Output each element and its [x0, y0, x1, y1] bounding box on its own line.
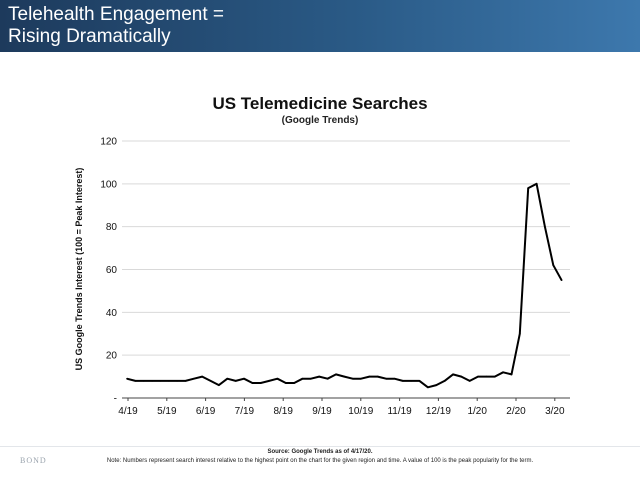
brand-logo: BOND: [20, 456, 47, 465]
x-tick-label: 10/19: [348, 406, 373, 417]
y-tick-label: 100: [100, 179, 117, 190]
y-tick-label: 60: [106, 265, 118, 276]
y-tick-label: 40: [106, 308, 118, 319]
footnote: Note: Numbers represent search interest …: [106, 458, 534, 464]
data-point: [151, 380, 153, 382]
data-point: [502, 371, 504, 374]
x-tick-label: 5/19: [157, 406, 177, 417]
data-point: [452, 373, 454, 376]
data-point: [243, 377, 245, 380]
data-point: [126, 377, 128, 380]
slide-title: Telehealth Engagement = Rising Dramatica…: [8, 4, 408, 48]
slide-title-line-1: Telehealth Engagement =: [8, 4, 225, 25]
data-point: [201, 375, 204, 378]
chart-subtitle: (Google Trends): [281, 115, 359, 126]
y-tick-label: 80: [106, 222, 118, 233]
data-point: [519, 332, 521, 335]
data-point: [134, 380, 137, 382]
data-point: [351, 377, 354, 380]
data-point: [184, 380, 187, 382]
data-point: [310, 377, 312, 380]
data-point: [385, 377, 387, 380]
slide-title-line-2: Rising Dramatically: [8, 26, 171, 47]
data-point: [218, 384, 220, 386]
data-point: [410, 380, 412, 382]
x-tick-label: 4/19: [118, 406, 138, 417]
data-point: [402, 380, 404, 382]
data-point: [301, 377, 304, 380]
data-point: [393, 377, 396, 380]
header-bar: Telehealth Engagement = Rising Dramatica…: [0, 0, 640, 52]
data-point: [368, 375, 371, 378]
series-line: [126, 182, 563, 389]
data-point: [427, 386, 429, 389]
data-point: [167, 380, 170, 382]
data-point: [477, 375, 479, 378]
data-point: [435, 384, 438, 386]
data-point: [535, 183, 538, 185]
data-point: [318, 375, 321, 378]
data-point: [418, 380, 421, 382]
x-tick-label: 2/20: [506, 406, 526, 417]
data-point: [544, 225, 546, 228]
data-point: [468, 380, 471, 382]
data-point: [493, 375, 496, 378]
x-tick-label: 11/19: [387, 406, 412, 417]
data-point: [335, 373, 337, 376]
x-tick-label: 3/20: [545, 406, 565, 417]
data-point: [376, 375, 379, 378]
data-point: [276, 377, 279, 380]
x-tick-label: 8/19: [273, 406, 293, 417]
y-tick-label: 120: [100, 137, 117, 148]
data-point: [293, 382, 295, 384]
x-tick-label: 12/19: [426, 406, 451, 417]
data-point: [285, 382, 287, 384]
data-point: [226, 377, 229, 380]
data-point: [209, 380, 212, 382]
data-point: [176, 380, 178, 382]
x-tick-label: 9/19: [312, 406, 332, 417]
data-point: [259, 382, 262, 384]
line-chart: - 20 40 60 80 100 120 4/19 5/19 6/19 7/19 8/19 9/19 1…: [100, 137, 570, 417]
data-point: [268, 380, 270, 382]
data-point: [360, 377, 362, 380]
data-point: [251, 382, 254, 384]
data-point: [460, 375, 463, 378]
x-tick-label: 6/19: [196, 406, 216, 417]
chart-title: US Telemedicine Searches: [212, 94, 428, 113]
source-note: Source: Google Trends as of 4/17/20.: [267, 449, 373, 455]
data-point: [159, 380, 162, 382]
data-point: [443, 380, 446, 382]
y-tick-label: -: [114, 394, 117, 405]
x-tick-label: 7/19: [235, 406, 255, 417]
data-point: [485, 375, 488, 378]
x-tick-label: 1/20: [467, 406, 487, 417]
footer-divider: [0, 446, 640, 447]
data-point: [510, 373, 513, 376]
data-point: [326, 377, 329, 380]
data-point: [234, 380, 237, 382]
data-point: [142, 380, 145, 382]
data-point: [343, 375, 346, 378]
y-tick-label: 20: [106, 351, 118, 362]
data-point: [552, 264, 555, 267]
y-axis-label: US Google Trends Interest (100 = Peak In…: [74, 167, 84, 371]
data-point: [560, 279, 563, 282]
data-point: [193, 377, 195, 380]
data-point: [527, 187, 529, 189]
